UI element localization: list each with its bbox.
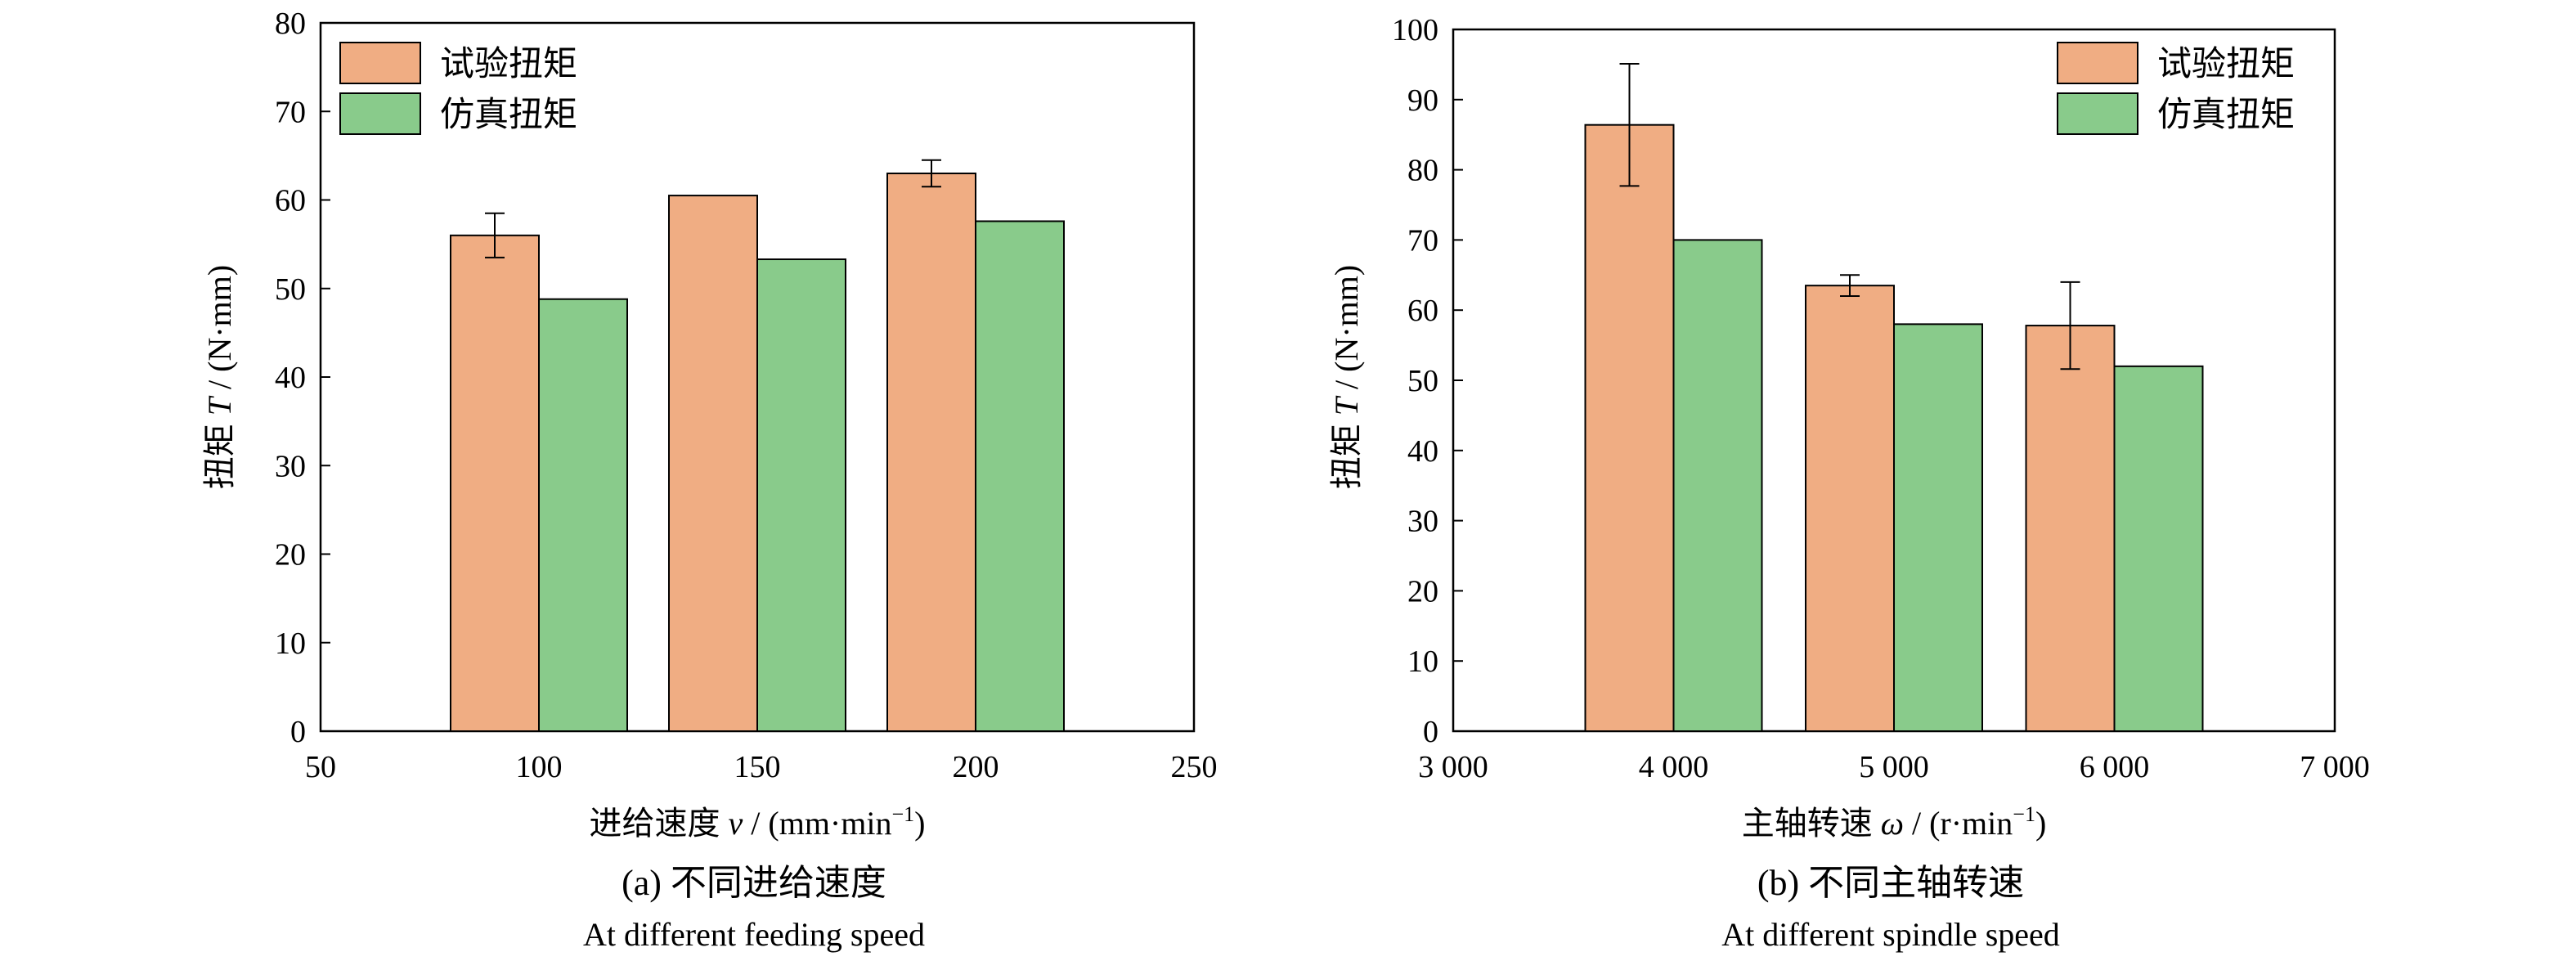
x-tick-label-b-0: 3 000	[1418, 750, 1488, 784]
bar-a-s1-0	[538, 298, 628, 732]
x-ticks-b: 3 000 4 000 5 000 6 000 7 000	[1418, 721, 2370, 784]
y-axis-label-b: 扭矩 T / (N·mm)	[1328, 265, 1365, 489]
bar-a-s1-1	[756, 258, 846, 732]
y-tick-label-a-4: 40	[275, 361, 306, 395]
chart-panel-a: 0 10 20 30 40 50 60 70 80 50 100 150 200 250 试验扭矩仿真扭…	[201, 7, 1218, 953]
y-tick-label-b-2: 20	[1407, 574, 1438, 608]
x-tick-label-b-4: 7 000	[2300, 750, 2370, 784]
bar-a-s0-2	[886, 173, 976, 732]
error-bar-b-s0-2	[2060, 281, 2080, 370]
y-axis-label-b-var: T	[1328, 395, 1365, 415]
caption-en-b: At different spindle speed	[1721, 916, 2060, 953]
caption-b: (b) 不同主轴转速	[1757, 863, 2024, 903]
legend-label-b-1: 仿真扭矩	[2157, 97, 2295, 134]
y-tick-label-b-4: 40	[1407, 434, 1438, 469]
error-bar-a-s0-2	[922, 159, 941, 188]
caption-en-a: At different feeding speed	[583, 916, 925, 953]
chart-panel-b: 0 10 20 30 40 50 60 70 80 90 100 3 000 4 000 5 000 6 …	[1328, 13, 2370, 953]
x-axis-label-b: 主轴转速 ω / (r·min−1)	[1742, 802, 2047, 842]
legend-swatch-b-0	[2057, 42, 2138, 84]
y-tick-label-b-0: 0	[1423, 715, 1438, 749]
y-tick-label-b-1: 10	[1407, 644, 1438, 679]
x-tick-label-a-2: 150	[734, 750, 781, 784]
bar-a-s1-2	[975, 220, 1065, 733]
x-tick-label-a-0: 50	[305, 750, 336, 784]
x-axis-label-a-end: )	[914, 805, 925, 842]
x-axis-label-a-sup: −1	[891, 802, 914, 826]
x-axis-label-a: 进给速度 v / (mm·min−1)	[590, 802, 926, 842]
error-bar-a-s0-0	[485, 212, 505, 258]
y-tick-label-a-7: 70	[275, 95, 306, 129]
y-tick-label-a-0: 0	[290, 715, 306, 749]
x-axis-label-b-var: ω	[1881, 805, 1904, 842]
y-ticks-a: 0 10 20 30 40 50 60 70 80	[275, 7, 330, 749]
y-tick-label-b-6: 60	[1407, 294, 1438, 328]
x-axis-label-b-unit: / (r·min	[1904, 805, 2013, 842]
y-tick-label-a-5: 50	[275, 272, 306, 307]
error-bar-b-s0-0	[1619, 63, 1640, 187]
x-tick-label-a-1: 100	[516, 750, 563, 784]
y-tick-label-a-1: 10	[275, 626, 306, 661]
y-tick-label-b-7: 70	[1407, 223, 1438, 258]
x-axis-label-b-main: 主轴转速	[1742, 805, 1881, 842]
x-axis-label-a-unit: / (mm·min	[743, 805, 891, 842]
y-axis-label-a-main: 扭矩	[201, 415, 238, 489]
x-tick-label-a-4: 250	[1171, 750, 1218, 784]
x-axis-label-b-sup: −1	[2013, 802, 2035, 826]
y-ticks-b: 0 10 20 30 40 50 60 70 80 90 100	[1392, 13, 1463, 749]
y-tick-label-a-6: 60	[275, 184, 306, 218]
y-tick-label-b-10: 100	[1392, 13, 1438, 47]
y-axis-label-a-unit: / (N·mm)	[201, 265, 238, 397]
bar-b-s1-0	[1672, 239, 1763, 732]
x-axis-label-b-end: )	[2035, 805, 2046, 842]
bar-b-s1-1	[1893, 323, 1983, 732]
y-tick-label-a-2: 20	[275, 538, 306, 573]
legend-label-b-0: 试验扭矩	[2157, 45, 2295, 83]
x-tick-label-b-1: 4 000	[1639, 750, 1709, 784]
x-tick-label-b-3: 6 000	[2080, 750, 2150, 784]
y-tick-label-b-5: 50	[1407, 364, 1438, 398]
x-tick-label-a-3: 200	[953, 750, 999, 784]
legend-swatch-a-0	[339, 42, 421, 84]
legend-swatch-a-1	[339, 92, 421, 135]
y-axis-label-a: 扭矩 T / (N·mm)	[201, 265, 238, 489]
y-axis-label-b-unit: / (N·mm)	[1328, 265, 1365, 397]
error-bar-b-s0-1	[1840, 274, 1860, 298]
x-axis-label-a-var: v	[729, 805, 743, 842]
y-tick-label-b-3: 30	[1407, 505, 1438, 539]
legend-label-a-0: 试验扭矩	[440, 45, 577, 83]
bar-b-s0-1	[1805, 285, 1895, 733]
y-tick-label-a-3: 30	[275, 449, 306, 483]
y-axis-label-a-var: T	[201, 395, 238, 415]
x-ticks-a: 50 100 150 200 250	[305, 721, 1218, 784]
y-tick-label-b-9: 90	[1407, 83, 1438, 118]
legend-label-a-1: 仿真扭矩	[440, 97, 577, 134]
legend-swatch-b-1	[2057, 92, 2138, 135]
y-axis-label-b-main: 扭矩	[1328, 415, 1365, 489]
caption-a: (a) 不同进给速度	[622, 863, 886, 903]
x-axis-label-a-main: 进给速度	[590, 805, 729, 842]
bar-a-s0-1	[668, 195, 758, 732]
y-tick-label-b-8: 80	[1407, 154, 1438, 188]
error-bars-b	[1619, 63, 2080, 370]
bar-b-s0-0	[1584, 123, 1675, 733]
bar-b-s1-2	[2113, 365, 2204, 732]
x-tick-label-b-2: 5 000	[1859, 750, 1929, 784]
bar-b-s0-2	[2025, 325, 2116, 732]
bars-b	[1510, 123, 2269, 733]
error-bars-a	[485, 159, 941, 258]
bars-a	[378, 173, 1129, 733]
y-tick-label-a-8: 80	[275, 7, 306, 41]
bar-a-s0-0	[450, 234, 540, 732]
